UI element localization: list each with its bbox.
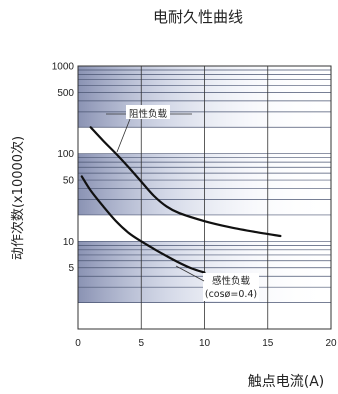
series-lines [80,126,282,274]
chart-title: 电耐久性曲线 [153,8,243,26]
x-tick-label-4: 15 [262,338,274,349]
x-tick-label-5: 20 [325,338,337,349]
x-tick-label-3: 10 [199,338,211,349]
annotation-1-leader [116,118,131,153]
y-tick-label-6: 5 [68,263,74,274]
x-tick-label-1: 0 [75,338,81,349]
y-tick-labels: 1000 500 100 50 10 5 [52,62,75,275]
x-axis-label: 触点电流(A) [248,374,325,390]
annotation-2-leader [175,265,205,282]
y-tick-label-2: 500 [57,88,74,99]
annotation-2-bg [203,273,259,301]
y-tick-label-5: 10 [63,237,75,248]
series-line-2 [80,175,206,274]
series-line-1 [89,126,282,238]
y-tick-label-3: 100 [57,149,74,160]
x-tick-label-2: 5 [138,338,144,349]
annotation-resistive-load: 阻性负载 [129,108,168,120]
y-axis-label: 动作次数(x10000次) [10,136,26,260]
plot-border [77,65,332,330]
y-tick-label-1: 1000 [52,62,75,73]
y-tick-label-4: 50 [63,176,75,187]
annotation-1-bg [126,105,170,119]
annotation-inductive-load: 感性负载 [212,275,251,287]
x-tick-labels: 0 5 10 15 20 [75,338,337,349]
plot-frame [77,65,332,330]
annotation-power-factor: (cosø=0.4) [205,289,257,300]
